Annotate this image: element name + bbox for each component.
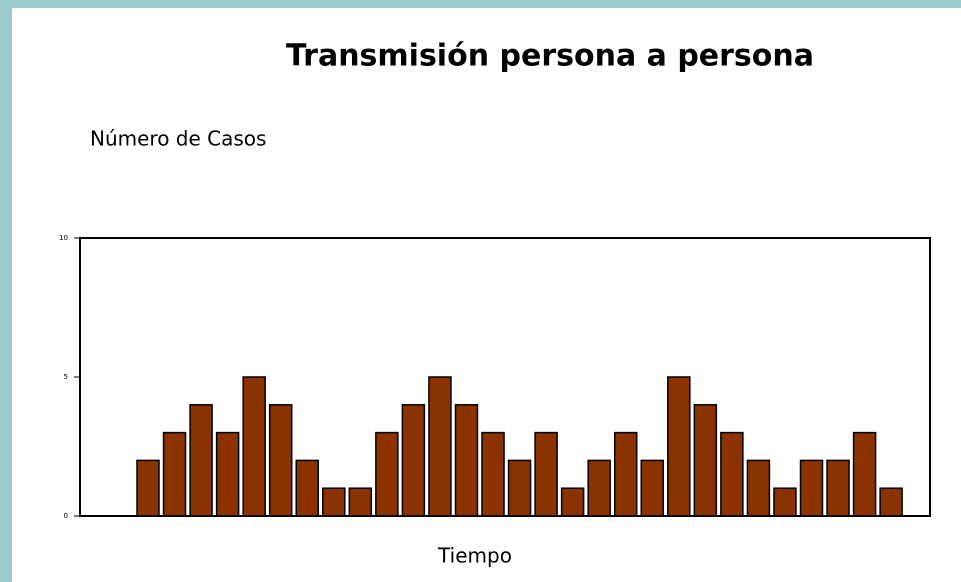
bar <box>454 404 479 517</box>
bar <box>375 431 399 517</box>
bar <box>693 404 718 517</box>
bar <box>720 431 744 517</box>
bar <box>215 431 240 517</box>
y-axis-label: Número de Casos <box>90 127 266 151</box>
bar <box>162 431 187 517</box>
bar <box>481 431 505 517</box>
bar <box>560 487 585 517</box>
bar <box>640 459 665 517</box>
bar <box>401 404 426 517</box>
bar <box>428 376 452 517</box>
bar <box>189 404 213 517</box>
bar <box>826 459 850 517</box>
y-tick-label: 10 <box>59 234 68 242</box>
x-axis-label: Tiempo <box>437 544 512 568</box>
bar <box>268 404 293 517</box>
bar <box>613 431 638 517</box>
y-tick-label: 5 <box>64 373 68 381</box>
bar <box>879 487 903 517</box>
y-tick-label: 0 <box>64 512 68 520</box>
bar <box>348 487 373 517</box>
bar <box>799 459 824 517</box>
bar <box>322 487 346 517</box>
chart-title: Transmisión persona a persona <box>286 39 814 74</box>
bar <box>852 431 877 517</box>
bar <box>136 459 160 517</box>
bar <box>746 459 771 517</box>
bar <box>507 459 532 517</box>
bar <box>534 431 558 517</box>
bar <box>587 459 611 517</box>
bar <box>242 376 266 517</box>
bar <box>295 459 319 517</box>
bar <box>773 487 797 517</box>
bar <box>667 376 691 517</box>
